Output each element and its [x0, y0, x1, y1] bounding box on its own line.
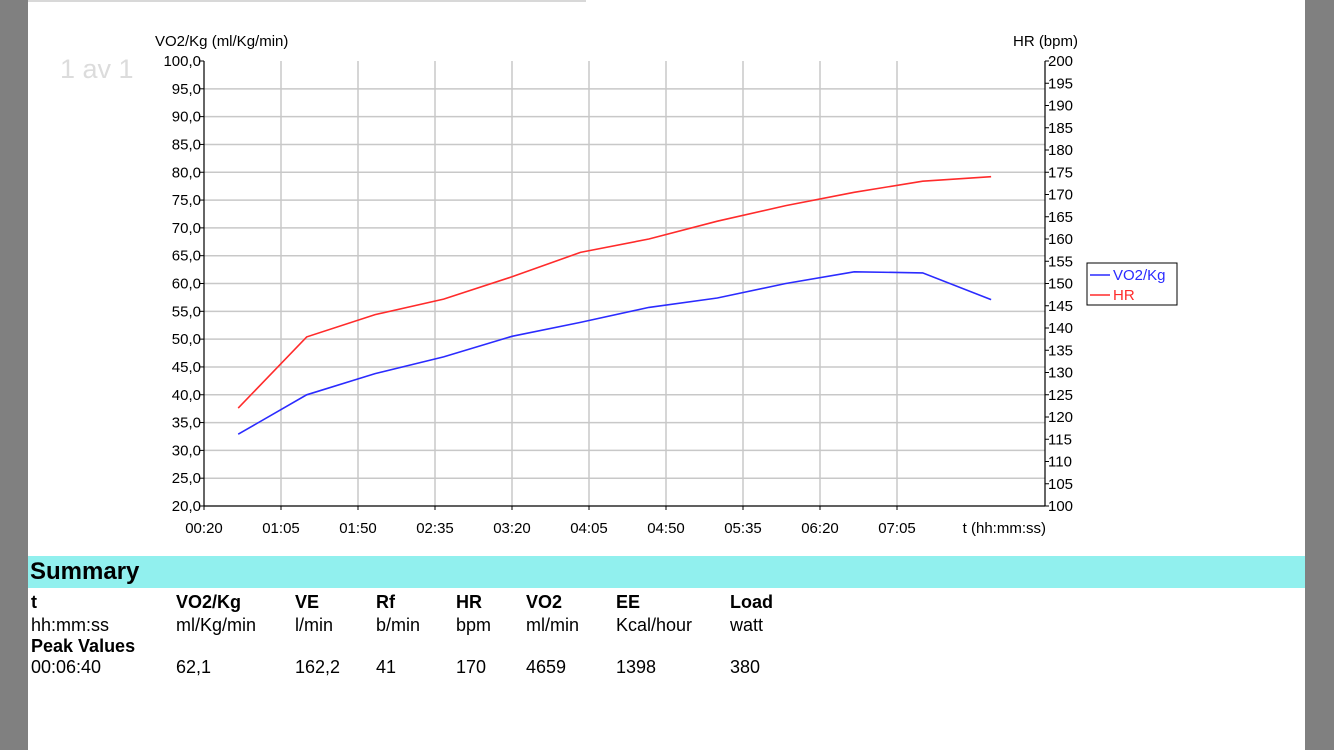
- y-right-tick-label: 140: [1048, 320, 1073, 337]
- legend-label: VO2/Kg: [1113, 267, 1166, 284]
- right-axis-title: HR (bpm): [1013, 33, 1078, 50]
- y-right-tick-label: 150: [1048, 276, 1073, 293]
- summary-value-vo2kg: 62,1: [176, 657, 212, 677]
- y-right-tick-label: 110: [1048, 454, 1072, 471]
- x-tick-label: 00:20: [185, 520, 223, 537]
- series-line-hr: [237, 175, 992, 409]
- y-left-tick-label: 45,0: [172, 359, 201, 376]
- summary-header-vo2: VO2: [526, 592, 563, 612]
- y-left-tick-label: 40,0: [172, 387, 201, 404]
- summary-unit-vo2: ml/min: [526, 615, 579, 635]
- summary-header-t: t: [31, 592, 37, 612]
- y-left-tick-label: 80,0: [172, 164, 201, 181]
- summary-value-ve: 162,2: [295, 657, 341, 677]
- y-right-tick-label: 185: [1048, 120, 1073, 137]
- y-left-tick-label: 30,0: [172, 442, 201, 459]
- y-right-tick-label: 160: [1048, 231, 1073, 248]
- vo2-hr-chart: 100,0 95,0 90,0 85,0 80,0 75,0 70,0 65,0 60,0 55,…: [155, 33, 1178, 537]
- y-right-tick-label: 155: [1048, 253, 1073, 270]
- summary-unit-vo2kg: ml/Kg/min: [176, 615, 257, 635]
- summary-value-rf: 41: [376, 657, 397, 677]
- page-top-border: [28, 0, 586, 2]
- y-left-tick-label: 25,0: [172, 470, 201, 487]
- summary-value-load: 380: [730, 657, 761, 677]
- y-left-tick-label: 65,0: [172, 248, 201, 265]
- summary-value-ee: 1398: [616, 657, 657, 677]
- summary-peak-values-label: Peak Values: [31, 636, 136, 656]
- summary-header-load: Load: [730, 592, 773, 612]
- y-left-tick-label: 100,0: [163, 53, 201, 70]
- y-left-tick-label: 95,0: [172, 81, 201, 98]
- summary-value-t: 00:06:40: [31, 657, 102, 677]
- y-left-tick-label: 75,0: [172, 192, 201, 209]
- y-right-tick-label: 180: [1048, 142, 1073, 159]
- y-left-tick-label: 85,0: [172, 136, 201, 153]
- x-axis-title: t (hh:mm:ss): [963, 520, 1046, 537]
- y-left-tick-label: 55,0: [172, 303, 201, 320]
- y-right-tick-label: 190: [1048, 98, 1073, 115]
- y-right-tick-label: 200: [1048, 53, 1073, 70]
- left-axis-title: VO2/Kg (ml/Kg/min): [155, 33, 288, 50]
- y-right-tick-label: 135: [1048, 342, 1073, 359]
- summary-unit-load: watt: [730, 615, 764, 635]
- y-right-tick-label: 175: [1048, 164, 1073, 181]
- y-left-tick-label: 90,0: [172, 109, 201, 126]
- summary-value-hr: 170: [456, 657, 487, 677]
- summary-header-ee: EE: [616, 592, 641, 612]
- summary-unit-ve: l/min: [295, 615, 334, 635]
- summary-header-hr: HR: [456, 592, 482, 612]
- x-tick-label: 07:05: [878, 520, 916, 537]
- x-tick-label: 03:20: [493, 520, 531, 537]
- x-tick-label: 04:50: [647, 520, 685, 537]
- summary-header-vo2kg: VO2/Kg: [176, 592, 242, 612]
- summary-title: Summary: [30, 558, 140, 585]
- summary-header-bar: [28, 556, 1305, 588]
- y-right-tick-label: 130: [1048, 365, 1073, 382]
- summary-unit-t: hh:mm:ss: [31, 615, 110, 635]
- y-right-tick-label: 100: [1048, 498, 1073, 515]
- summary-header-ve: VE: [295, 592, 320, 612]
- summary-unit-rf: b/min: [376, 615, 421, 635]
- y-right-tick-label: 115: [1048, 431, 1072, 448]
- y-left-tick-label: 20,0: [172, 498, 201, 515]
- legend-label: HR: [1113, 287, 1135, 304]
- y-right-tick-label: 195: [1048, 75, 1073, 92]
- legend-box: [1086, 262, 1178, 306]
- summary-unit-ee: Kcal/hour: [616, 615, 693, 635]
- y-left-tick-label: 60,0: [172, 276, 201, 293]
- y-right-tick-label: 105: [1048, 476, 1073, 493]
- x-tick-label: 06:20: [801, 520, 839, 537]
- y-right-tick-label: 145: [1048, 298, 1073, 315]
- y-left-tick-label: 35,0: [172, 415, 201, 432]
- page-indicator: 1 av 1: [60, 54, 134, 84]
- series-line-vo2-kg: [237, 270, 992, 435]
- y-right-tick-label: 125: [1048, 387, 1073, 404]
- y-left-tick-label: 70,0: [172, 220, 201, 237]
- x-tick-label: 05:35: [724, 520, 762, 537]
- summary-header-rf: Rf: [376, 592, 395, 612]
- x-tick-label: 01:50: [339, 520, 377, 537]
- x-tick-label: 02:35: [416, 520, 454, 537]
- y-right-tick-label: 170: [1048, 187, 1073, 204]
- summary-unit-hr: bpm: [456, 615, 492, 635]
- y-left-tick-label: 50,0: [172, 331, 201, 348]
- y-right-tick-label: 165: [1048, 209, 1073, 226]
- x-tick-label: 01:05: [262, 520, 300, 537]
- x-tick-label: 04:05: [570, 520, 608, 537]
- summary-value-vo2: 4659: [526, 657, 567, 677]
- y-right-tick-label: 120: [1048, 409, 1073, 426]
